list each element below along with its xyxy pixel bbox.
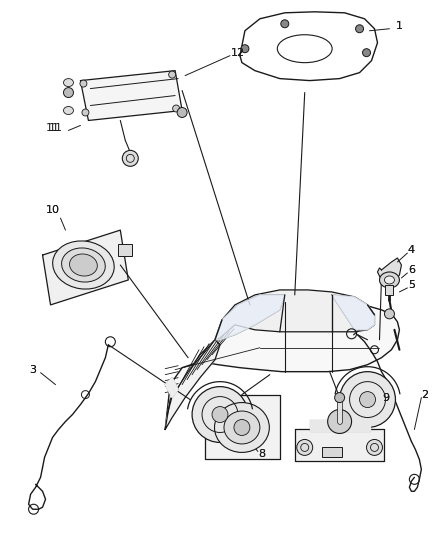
Ellipse shape (215, 402, 269, 453)
Ellipse shape (62, 248, 105, 282)
Text: 10: 10 (46, 205, 60, 215)
Polygon shape (215, 295, 285, 340)
Polygon shape (378, 258, 401, 285)
Ellipse shape (224, 411, 260, 444)
Ellipse shape (64, 107, 74, 115)
Polygon shape (215, 290, 374, 340)
Text: 4: 4 (408, 245, 415, 255)
FancyBboxPatch shape (321, 447, 342, 457)
Polygon shape (310, 419, 370, 432)
Polygon shape (295, 430, 385, 462)
Text: 8: 8 (258, 449, 265, 459)
Text: 2: 2 (421, 390, 428, 400)
Ellipse shape (70, 254, 97, 276)
Circle shape (212, 407, 228, 423)
Text: 1: 1 (396, 21, 403, 31)
Text: 6: 6 (408, 265, 415, 275)
Text: 1: 1 (396, 21, 403, 31)
Circle shape (173, 105, 180, 112)
Circle shape (281, 20, 289, 28)
FancyBboxPatch shape (118, 244, 132, 256)
Text: 12: 12 (231, 47, 245, 58)
Polygon shape (165, 302, 399, 430)
Polygon shape (42, 230, 128, 305)
Polygon shape (205, 394, 280, 459)
Circle shape (80, 80, 87, 87)
Text: 9: 9 (382, 393, 389, 402)
Ellipse shape (53, 241, 114, 289)
Circle shape (360, 392, 375, 408)
Text: 11: 11 (46, 124, 60, 133)
Circle shape (64, 87, 74, 98)
Circle shape (335, 393, 345, 402)
Polygon shape (165, 378, 178, 398)
Circle shape (192, 386, 248, 442)
Text: 10: 10 (46, 205, 60, 215)
Text: 5: 5 (408, 280, 415, 290)
Text: 11: 11 (49, 124, 63, 133)
Text: 6: 6 (408, 265, 415, 275)
FancyBboxPatch shape (385, 285, 393, 295)
Circle shape (82, 109, 89, 116)
Circle shape (363, 49, 371, 56)
Circle shape (234, 419, 250, 435)
Circle shape (241, 45, 249, 53)
Text: 2: 2 (421, 390, 428, 400)
Circle shape (122, 150, 138, 166)
Polygon shape (81, 71, 182, 120)
Circle shape (169, 71, 176, 78)
Circle shape (297, 439, 313, 455)
Text: 3: 3 (29, 365, 36, 375)
Text: 9: 9 (382, 393, 389, 402)
Polygon shape (332, 295, 374, 330)
Circle shape (339, 372, 396, 427)
Circle shape (356, 25, 364, 33)
Circle shape (385, 309, 395, 319)
Text: 4: 4 (408, 245, 415, 255)
Ellipse shape (64, 78, 74, 86)
Text: 8: 8 (258, 449, 265, 459)
Text: 3: 3 (29, 365, 36, 375)
Text: 5: 5 (408, 280, 415, 290)
Ellipse shape (379, 272, 399, 288)
Circle shape (177, 108, 187, 117)
Text: 12: 12 (231, 47, 245, 58)
Circle shape (367, 439, 382, 455)
Circle shape (328, 409, 352, 433)
Polygon shape (165, 340, 220, 430)
Ellipse shape (385, 276, 395, 284)
